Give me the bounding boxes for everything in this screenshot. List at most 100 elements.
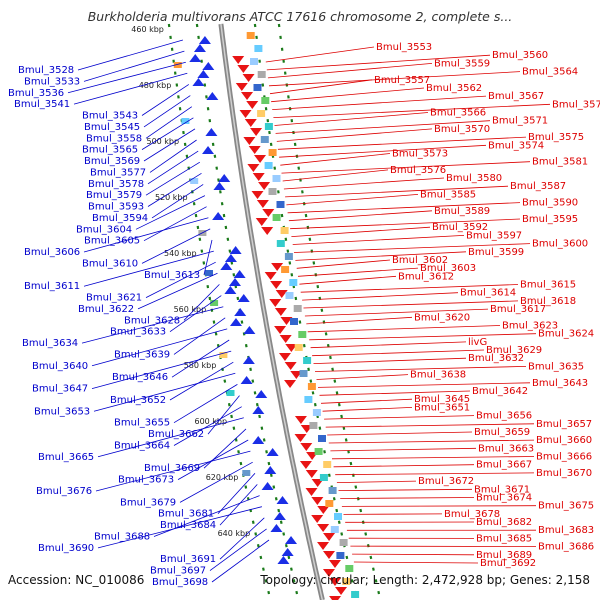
label-leader-line — [273, 103, 551, 118]
label-leader-line — [313, 357, 467, 364]
reverse-gene-arrow — [239, 110, 252, 118]
label-leader-line — [77, 39, 184, 71]
reverse-gene-arrow — [329, 596, 342, 600]
gene-label-right: Bmul_3643 — [532, 378, 588, 389]
feature-block — [205, 270, 213, 276]
reverse-gene-arrow — [284, 380, 297, 388]
feature-block — [294, 344, 303, 351]
backbone-highlight — [220, 23, 324, 600]
forward-gene-arrow — [212, 212, 225, 220]
gene-label-right: Bmul_3672 — [418, 476, 474, 487]
label-leader-line — [336, 480, 417, 483]
label-leader-line — [83, 50, 185, 82]
gene-label-right: Bmul_3618 — [520, 296, 576, 307]
gene-label-left: Bmul_3684 — [160, 520, 216, 531]
reverse-gene-arrow — [279, 335, 292, 343]
label-leader-line — [290, 218, 521, 230]
feature-block — [336, 552, 345, 559]
label-leader-line — [314, 366, 527, 372]
label-leader-line — [340, 497, 475, 499]
label-leader-line — [73, 72, 188, 105]
feature-block — [323, 461, 332, 468]
gene-label-right: Bmul_3683 — [538, 525, 594, 536]
forward-gene-arrow — [281, 548, 294, 556]
label-leader-line — [317, 382, 531, 388]
label-leader-line — [143, 95, 191, 128]
gene-label-right: Bmul_3597 — [466, 230, 522, 241]
forward-gene-arrow — [224, 254, 237, 262]
feature-block — [298, 331, 307, 338]
label-leader-line — [93, 372, 236, 412]
gene-label-right: Bmul_3685 — [476, 533, 532, 544]
label-leader-line — [271, 87, 425, 103]
label-leader-line — [286, 194, 419, 206]
label-leader-line — [135, 195, 206, 230]
feature-block — [285, 292, 294, 299]
gene-label-left: Bmul_3610 — [82, 258, 138, 269]
feature-block — [284, 253, 293, 260]
reverse-gene-arrow — [235, 83, 248, 91]
gene-label-left: Bmul_3664 — [114, 441, 170, 452]
label-leader-line — [267, 63, 433, 79]
gene-label-right: Bmul_3632 — [468, 353, 524, 364]
feature-block — [210, 300, 219, 306]
gene-label-left: Bmul_3579 — [86, 190, 142, 201]
gene-label-right: Bmul_3570 — [434, 124, 490, 135]
label-leader-line — [297, 267, 419, 277]
reverse-gene-arrow — [262, 209, 275, 217]
gene-label-left: Bmul_3669 — [144, 463, 200, 474]
gene-label-left: Bmul_3621 — [86, 293, 142, 304]
gene-label-right: Bmul_3572 — [552, 99, 600, 110]
reverse-gene-arrow — [280, 317, 293, 325]
reverse-gene-arrow — [317, 506, 330, 514]
feature-block — [254, 45, 263, 52]
reverse-gene-arrow — [252, 173, 265, 181]
gene-label-right: Bmul_3660 — [536, 435, 592, 446]
gene-label-left: Bmul_3691 — [160, 554, 216, 565]
forward-gene-arrow — [252, 406, 265, 414]
gene-label-right: Bmul_3592 — [432, 222, 488, 233]
feature-block — [339, 539, 348, 546]
gene-label-left: Bmul_3593 — [88, 202, 144, 213]
forward-gene-arrow — [213, 182, 226, 190]
gene-label-left: Bmul_3577 — [90, 167, 146, 178]
gene-label-left: Bmul_3662 — [148, 429, 204, 440]
gene-label-right: Bmul_3667 — [476, 460, 532, 471]
gene-label-right: Bmul_3566 — [430, 108, 486, 119]
gene-label-left: Bmul_3605 — [84, 236, 140, 247]
gene-label-right: Bmul_3575 — [528, 132, 584, 143]
reverse-gene-arrow — [294, 416, 307, 424]
label-leader-line — [147, 172, 202, 207]
label-leader-line — [352, 553, 475, 556]
gene-label-left: Bmul_3604 — [76, 224, 132, 235]
feature-block — [276, 240, 285, 247]
label-leader-line — [203, 239, 213, 275]
gene-label-right: Bmul_3651 — [414, 402, 470, 413]
label-leader-line — [97, 506, 262, 549]
map-title: Burkholderia multivorans ATCC 17616 chro… — [87, 9, 513, 24]
label-leader-line — [173, 384, 238, 424]
feature-block — [173, 62, 182, 68]
label-leader-line — [269, 79, 373, 95]
reverse-gene-arrow — [322, 551, 335, 559]
backbone — [218, 23, 325, 600]
label-leader-line — [328, 439, 535, 444]
gene-label-left: Bmul_3558 — [86, 133, 142, 144]
label-leader-line — [338, 488, 473, 491]
gene-label-left: Bmul_3594 — [92, 213, 148, 224]
feature-block — [342, 578, 351, 585]
feature-block — [345, 565, 354, 572]
label-leader-line — [335, 472, 535, 476]
reverse-gene-arrow — [322, 569, 335, 577]
label-leader-line — [279, 144, 487, 158]
feature-block — [318, 435, 326, 442]
gene-label-left: Bmul_3676 — [36, 486, 92, 497]
reverse-gene-arrow — [311, 497, 324, 505]
reverse-gene-arrow — [323, 533, 336, 541]
reverse-gene-arrow — [261, 227, 274, 235]
label-leader-line — [303, 300, 519, 309]
gene-label-right: Bmul_3686 — [538, 542, 594, 553]
reverse-gene-arrow — [285, 344, 298, 352]
gene-label-right: Bmul_3671 — [474, 484, 530, 495]
label-leader-line — [173, 406, 242, 446]
